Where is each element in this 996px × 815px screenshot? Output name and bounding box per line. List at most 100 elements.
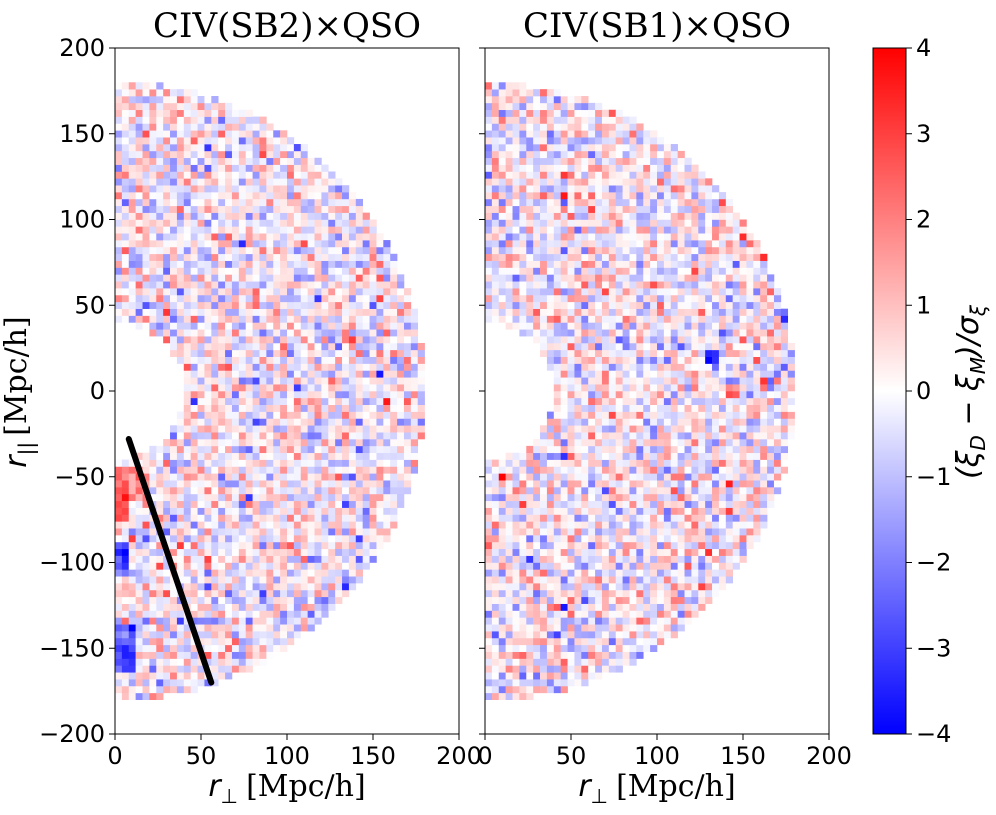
heatmap-cell [218,192,226,200]
heatmap-cell [567,219,575,227]
heatmap-cell [643,219,651,227]
heatmap-cell [622,212,630,220]
heatmap-cell [238,624,247,632]
heatmap-cell [348,294,357,303]
heatmap-cell [574,288,582,296]
heatmap-cell [204,356,212,364]
heatmap-cell [553,596,561,604]
heatmap-cell [567,651,575,659]
heatmap-cell [204,480,212,488]
heatmap-cell [314,548,322,556]
heatmap-cell [348,445,357,454]
heatmap-cell [615,363,623,371]
heatmap-cell [376,535,384,543]
heatmap-cell [526,116,534,124]
heatmap-cell [142,96,150,104]
heatmap-cell [314,342,322,351]
heatmap-cell [149,109,157,117]
heatmap-cell [128,658,136,666]
heatmap-cell [498,274,506,282]
heatmap-cell [252,624,260,632]
heatmap-cell [128,102,136,111]
heatmap-cell [156,322,164,330]
heatmap-cell [560,583,568,591]
heatmap-cell [300,514,308,522]
heatmap-cell [643,480,651,488]
heatmap-cell [300,500,308,508]
heatmap-cell [403,439,412,447]
heatmap-cell [636,308,644,316]
heatmap-cell [176,603,185,611]
heatmap-cell [335,198,343,207]
heatmap-cell [211,281,219,289]
heatmap-cell [238,198,247,207]
heatmap-cell [259,610,267,618]
heatmap-cell [183,562,191,570]
heatmap-cell [574,637,582,646]
heatmap-cell [135,631,143,639]
heatmap-cell [608,336,617,344]
heatmap-cell [204,548,212,556]
heatmap-cell [231,267,240,275]
heatmap-cell [505,315,513,323]
heatmap-cell [615,212,623,220]
heatmap-cell [498,603,506,611]
heatmap-cell [231,336,240,344]
heatmap-cell [595,651,603,659]
heatmap-cell [553,404,561,412]
heatmap-cell [491,274,500,282]
heatmap-cell [636,281,644,289]
heatmap-cell [231,356,240,364]
heatmap-cell [608,480,617,488]
heatmap-cell [135,322,143,330]
heatmap-cell [238,404,247,412]
heatmap-cell [608,192,617,200]
heatmap-cell [629,617,637,625]
heatmap-cell [636,541,644,550]
heatmap-cell [321,294,329,303]
heatmap-cell [259,418,267,426]
heatmap-cell [225,445,233,454]
heatmap-cell [314,178,322,186]
heatmap-cell [266,219,274,227]
heatmap-cell [498,301,506,309]
heatmap-cell [176,356,185,364]
heatmap-cell [176,521,185,529]
heatmap-cell [355,411,363,419]
heatmap-cell [643,363,651,371]
heatmap-cell [245,246,253,255]
heatmap-cell [176,171,185,179]
heatmap-cell [328,487,336,495]
heatmap-cell [369,349,377,357]
heatmap-cell [519,610,527,618]
heatmap-cell [328,541,336,550]
heatmap-cell [245,583,253,591]
heatmap-cell [170,178,178,186]
heatmap-cell [204,164,212,172]
heatmap-cell [266,631,274,639]
heatmap-cell [491,644,500,652]
heatmap-cell [245,493,253,502]
heatmap-cell [287,301,295,309]
heatmap-cell [376,246,384,255]
heatmap-cell [183,240,191,248]
heatmap-cell [574,130,582,138]
heatmap-cell [190,233,198,241]
heatmap-cell [567,116,575,124]
heatmap-cell [218,562,226,570]
heatmap-cell [170,116,178,124]
heatmap-cell [615,644,623,652]
heatmap-cell [121,274,130,282]
heatmap-cell [622,329,630,337]
heatmap-cell [615,109,623,117]
heatmap-cell [225,617,233,625]
heatmap-cell [485,281,493,289]
heatmap-cell [293,294,302,303]
heatmap-cell [149,89,157,97]
heatmap-cell [601,363,610,371]
heatmap-cell [245,589,253,598]
heatmap-cell [211,185,219,193]
heatmap-cell [369,480,377,488]
heatmap-cell [328,521,336,529]
heatmap-cell [183,452,191,460]
